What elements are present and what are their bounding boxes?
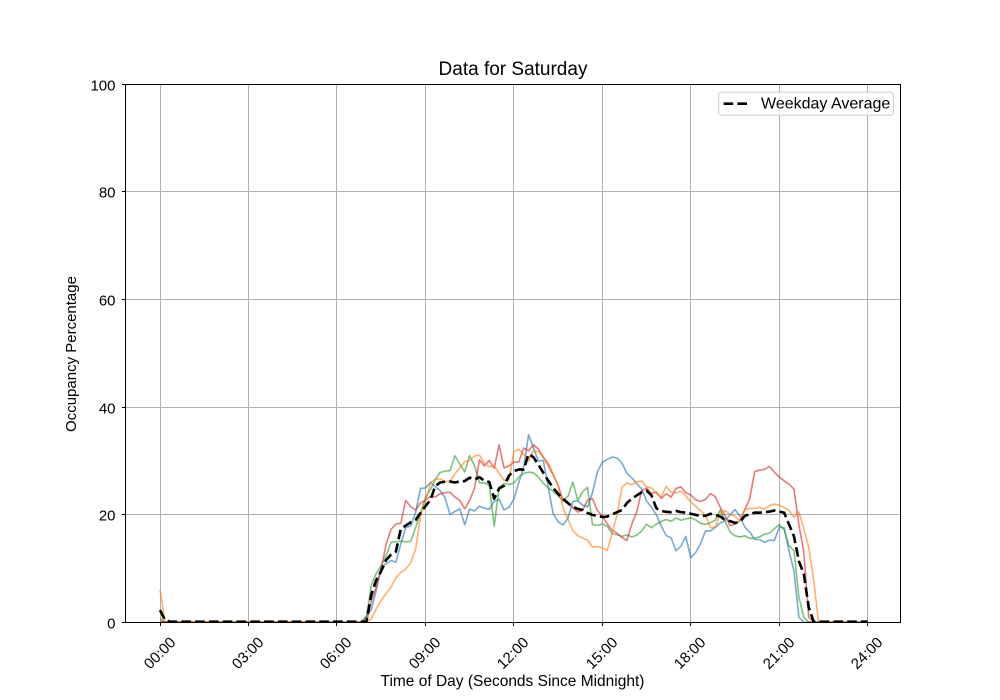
svg-text:100: 100 [90,78,115,95]
svg-text:Data for Saturday: Data for Saturday [439,59,588,80]
svg-text:Time of Day (Seconds Since Mid: Time of Day (Seconds Since Midnight) [381,673,645,690]
svg-text:Weekday Average: Weekday Average [761,96,890,113]
svg-text:0: 0 [107,616,115,633]
svg-text:80: 80 [99,185,116,202]
svg-text:Occupancy Percentage: Occupancy Percentage [63,276,80,432]
svg-text:20: 20 [99,508,116,525]
svg-text:60: 60 [99,293,116,310]
svg-text:40: 40 [99,401,116,418]
